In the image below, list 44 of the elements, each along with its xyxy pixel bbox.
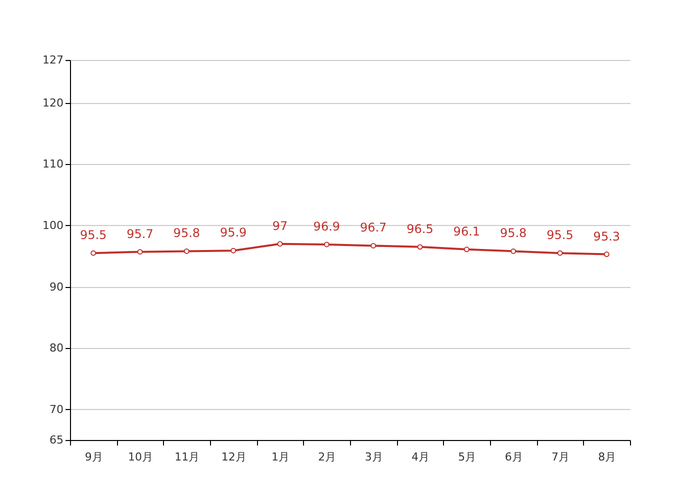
data-label: 96.5 — [406, 222, 434, 236]
point — [277, 241, 283, 247]
y-tick-label: 127 — [42, 54, 64, 66]
x-tick-label: 11月 — [174, 450, 200, 464]
point — [510, 248, 516, 254]
data-label: 95.8 — [500, 226, 527, 240]
data-label: 96.1 — [453, 224, 480, 238]
point — [184, 248, 190, 254]
x-tick-label: 4月 — [412, 450, 430, 464]
y-tick-label: 90 — [50, 280, 64, 294]
data-label: 95.8 — [173, 226, 200, 240]
y-tick-label: 65 — [50, 434, 64, 446]
data-label: 95.7 — [126, 226, 154, 241]
point — [370, 242, 376, 248]
x-tick-label: 9月 — [84, 450, 103, 464]
x-tick-label: 6月 — [504, 450, 523, 464]
x-tick-label: 7月 — [552, 450, 570, 464]
data-label: 95.3 — [593, 229, 620, 244]
data-label: 95.5 — [546, 228, 574, 242]
point — [464, 246, 470, 252]
y-tick-label: 80 — [50, 342, 64, 355]
data-label: 95.9 — [220, 226, 247, 240]
x-tick-label: 12月 — [221, 450, 246, 464]
point — [324, 242, 330, 248]
x-tick-label: 1月 — [272, 450, 290, 464]
x-tick-label: 8月 — [598, 450, 616, 464]
y-tick-label: 70 — [50, 402, 64, 416]
y-tick-label: 100 — [42, 218, 64, 232]
point — [137, 249, 143, 255]
point — [604, 252, 610, 258]
point — [90, 250, 96, 256]
point — [417, 244, 423, 250]
data-label: 96.9 — [313, 219, 340, 234]
data-label: 96.7 — [360, 220, 387, 235]
point — [557, 250, 563, 256]
data-label: 95.5 — [80, 228, 107, 242]
x-tick-label: 10月 — [128, 450, 153, 464]
point — [230, 248, 236, 254]
data-label: 97 — [272, 218, 288, 233]
x-tick-label: 3月 — [364, 450, 383, 464]
y-tick-label: 120 — [42, 96, 64, 110]
x-tick-label: 5月 — [458, 450, 476, 464]
x-tick-label: 2月 — [318, 450, 336, 464]
y-tick-label: 110 — [42, 158, 64, 171]
